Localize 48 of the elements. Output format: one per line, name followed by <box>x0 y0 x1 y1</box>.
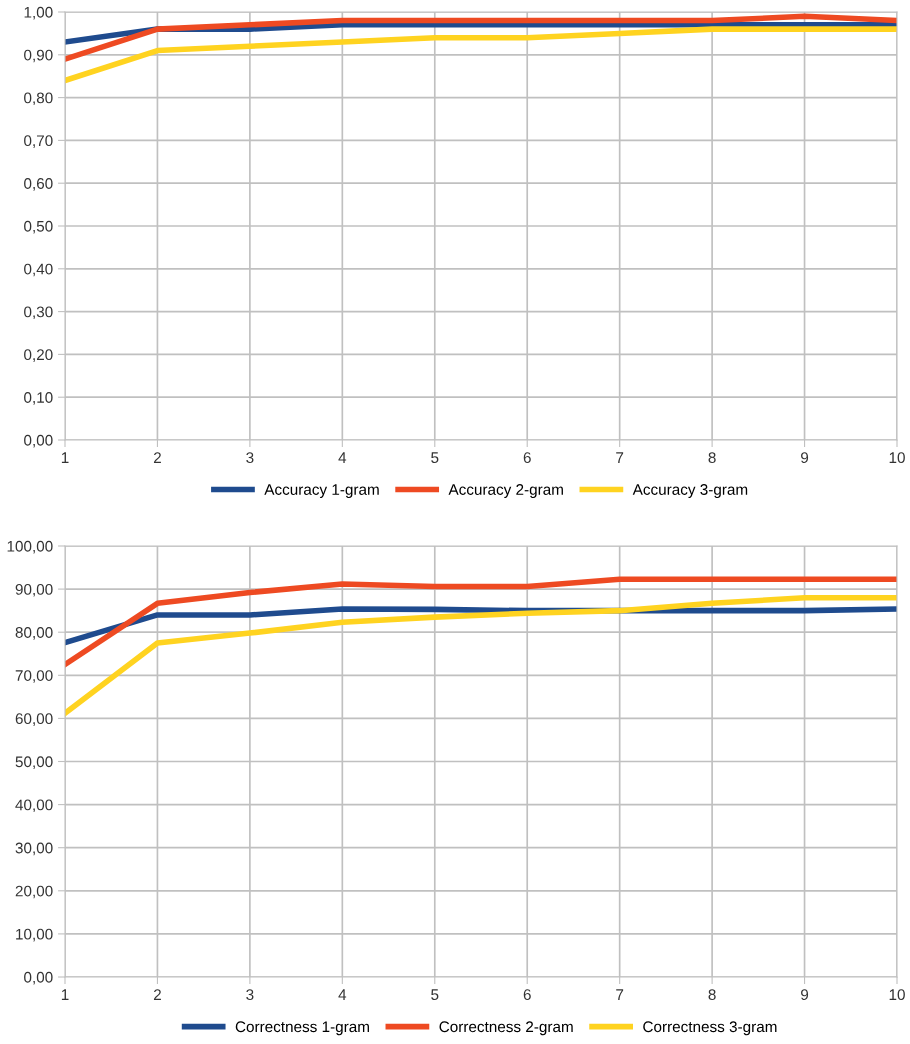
x-tick-label: 4 <box>338 452 347 463</box>
y-tick-label: 40,00 <box>15 799 53 813</box>
x-tick-label: 5 <box>431 452 439 464</box>
x-tick-label: 6 <box>523 989 531 1001</box>
x-tick-label: 2 <box>153 989 161 1000</box>
y-tick-label: 0,00 <box>24 971 53 985</box>
x-tick-label: 9 <box>801 989 809 1001</box>
x-tick-label: 6 <box>523 452 531 464</box>
y-tick-label: 90,00 <box>15 583 53 597</box>
legend-label: Correctness 2-gram <box>439 1021 573 1036</box>
y-tick-label: 70,00 <box>15 670 53 683</box>
x-tick-label: 2 <box>153 452 161 463</box>
y-tick-label: 0,20 <box>24 349 53 362</box>
x-tick-label: 3 <box>246 452 254 464</box>
x-tick-label: 10 <box>889 452 905 464</box>
y-tick-label: 60,00 <box>15 713 53 726</box>
x-tick-label: 3 <box>246 989 254 1001</box>
x-tick-label: 9 <box>801 452 809 464</box>
y-tick-label: 20,00 <box>15 885 53 899</box>
x-tick-label: 4 <box>338 989 347 1000</box>
y-tick-label: 0,90 <box>24 49 53 63</box>
y-tick-label: 1,00 <box>24 6 53 20</box>
y-tick-label: 0,50 <box>24 220 53 234</box>
y-tick-label: 0,60 <box>24 178 53 191</box>
y-tick-label: 0,40 <box>24 263 53 277</box>
x-tick-label: 8 <box>708 989 716 1001</box>
y-tick-label: 0,70 <box>24 135 53 148</box>
y-tick-label: 100,00 <box>7 540 53 554</box>
legend-label: Correctness 3-gram <box>643 1021 777 1036</box>
y-tick-label: 0,10 <box>24 392 53 405</box>
legend-label: Accuracy 3-gram <box>632 484 748 498</box>
x-tick-label: 10 <box>889 989 905 1001</box>
y-tick-label: 0,00 <box>24 434 53 448</box>
y-tick-label: 30,00 <box>15 842 53 856</box>
y-tick-label: 80,00 <box>15 627 53 640</box>
y-tick-label: 10,00 <box>16 928 53 942</box>
x-tick-label: 5 <box>431 989 439 1001</box>
y-tick-label: 0,80 <box>24 92 53 106</box>
x-tick-label: 1 <box>61 989 69 1000</box>
y-tick-label: 50,00 <box>15 756 53 769</box>
x-tick-label: 8 <box>708 452 716 464</box>
x-tick-label: 1 <box>61 452 69 463</box>
x-tick-label: 7 <box>616 989 624 1000</box>
legend-label: Correctness 1-gram <box>235 1021 369 1036</box>
y-tick-label: 0,30 <box>24 306 53 320</box>
x-tick-label: 7 <box>616 452 624 463</box>
legend-label: Accuracy 1-gram <box>264 484 379 498</box>
legend-label: Accuracy 2-gram <box>448 484 563 498</box>
